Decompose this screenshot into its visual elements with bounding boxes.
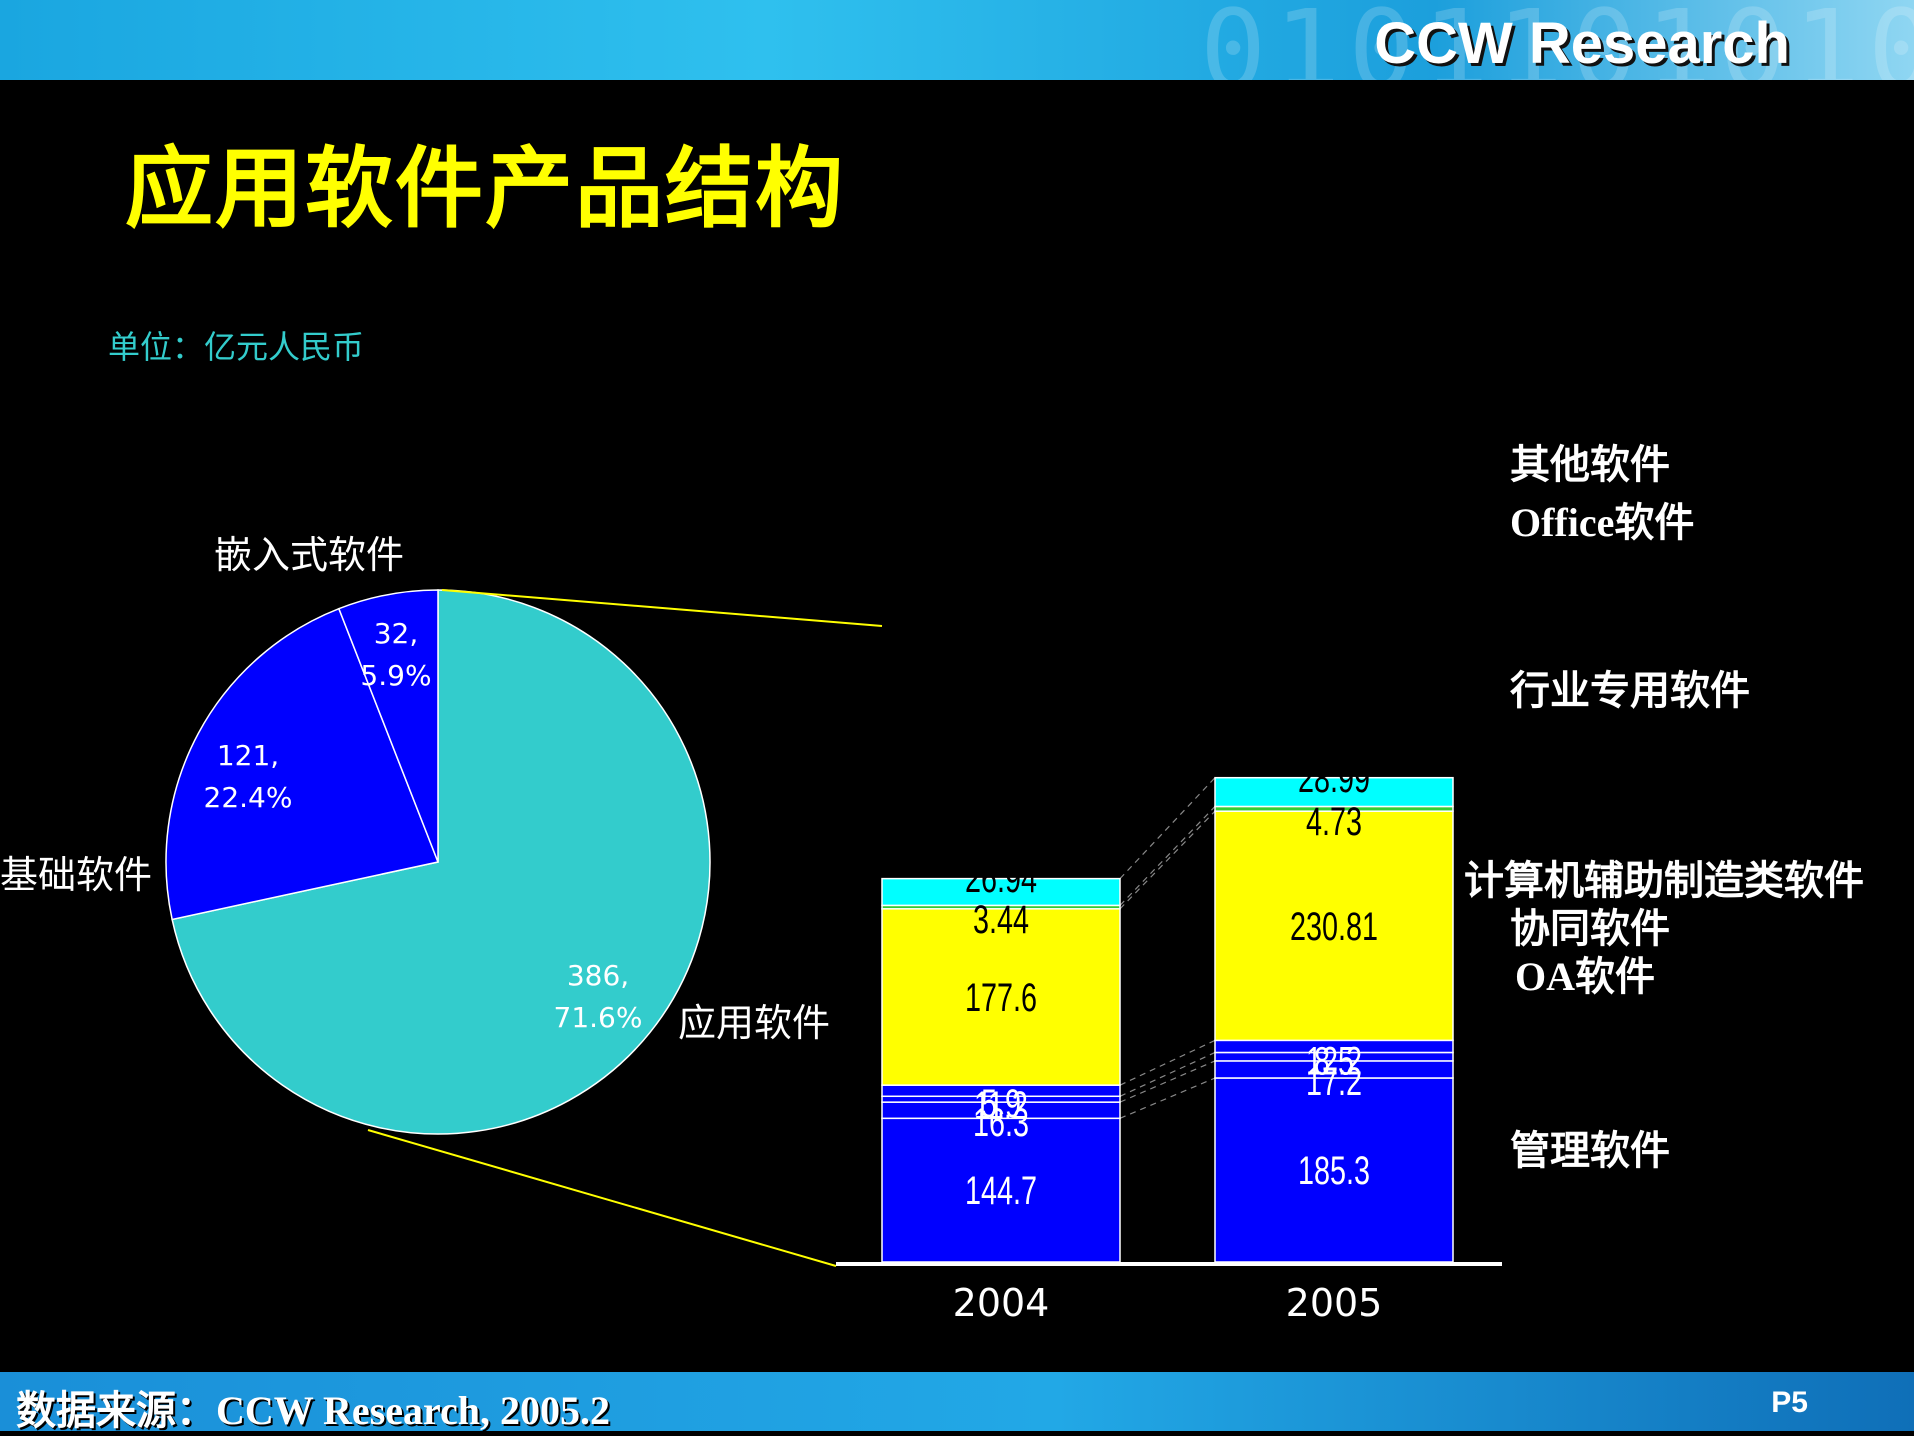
bar-value-label: 17.2 — [1306, 1059, 1362, 1104]
legend-label: OA软件 — [1515, 954, 1655, 999]
pie-category-label: 嵌入式软件 — [214, 533, 404, 577]
legend-label: 行业专用软件 — [1510, 668, 1750, 714]
bar-value-label: 4.73 — [1306, 799, 1362, 844]
x-tick-label: 2005 — [1286, 1281, 1383, 1325]
bar-value-label: 144.7 — [965, 1169, 1037, 1214]
pie-percent-label: 71.6% — [554, 1001, 643, 1034]
pie-slice-embedded — [337, 589, 439, 863]
series-connector — [1119, 1051, 1216, 1097]
pie-value-label: 386, — [567, 959, 629, 992]
pie-percent-label: 22.4% — [204, 781, 293, 814]
pie-value-label: 32, — [374, 617, 419, 650]
footer-bar: 数据来源：CCW Research, 2005.2 P5 — [0, 1372, 1914, 1433]
brand-logo-text: CCW Research — [1374, 11, 1790, 76]
series-connector — [1119, 806, 1216, 906]
series-connector — [1119, 1077, 1216, 1119]
pie-connector-bottom — [367, 1129, 837, 1267]
pie-category-label: 基础软件 — [0, 853, 152, 897]
pie-percent-label: 5.9% — [360, 659, 431, 692]
legend-label: Office软件 — [1510, 500, 1694, 545]
series-connector — [1119, 810, 1216, 910]
legend-label: 其他软件 — [1510, 442, 1670, 488]
binary-decoration: 0101101010 — [1200, 0, 1914, 80]
bar-value-label: 16.3 — [973, 1101, 1029, 1146]
series-connector — [1119, 1060, 1216, 1103]
bar-segment — [1214, 810, 1454, 1042]
chart-canvas: 386, 71.6% 应用软件 121, 22.4% 基础软件 32, 5.9% 嵌入式软件 1… — [0, 442, 1864, 1325]
bar-value-label: 26.94 — [965, 856, 1037, 901]
page-number: P5 — [1771, 1386, 1808, 1419]
unit-note: 单位：亿元人民币 — [108, 328, 365, 366]
bar-value-label: 11.2 — [974, 1084, 1028, 1129]
series-connector — [1119, 1039, 1216, 1086]
pie-slice-application — [171, 589, 711, 1135]
pie-chart: 386, 71.6% 应用软件 121, 22.4% 基础软件 32, 5.9% 嵌入式软件 — [0, 533, 830, 1135]
bar-value-label: 8.5 — [1314, 1039, 1354, 1084]
pie-category-label: 应用软件 — [678, 1001, 830, 1045]
page-title: 应用软件产品结构 — [125, 137, 846, 240]
legend-label: 管理软件 — [1510, 1128, 1670, 1174]
bar-value-label: 185.3 — [1298, 1148, 1370, 1193]
bar-value-label: 3.44 — [973, 898, 1029, 943]
bar-segment — [881, 1117, 1121, 1263]
bar-segment — [881, 877, 1121, 907]
bar-value-label: 28.99 — [1298, 756, 1370, 801]
bar-segment — [1214, 1077, 1454, 1263]
bar-value-label: 12.2 — [1306, 1039, 1362, 1084]
pie-bar-connectors — [367, 589, 1216, 1267]
legend-label: 计算机辅助制造类软件 — [1464, 858, 1864, 904]
bar-value-label: 5.9 — [981, 1082, 1021, 1127]
pie-slice-base — [165, 607, 440, 921]
pie-connector-top — [441, 589, 883, 627]
x-tick-label: 2004 — [953, 1281, 1050, 1325]
pie-value-label: 121, — [217, 739, 279, 772]
legend-label: 协同软件 — [1510, 906, 1670, 952]
bar-segment — [1214, 776, 1454, 808]
bar-segment — [881, 908, 1121, 1086]
series-connector — [1119, 777, 1216, 880]
header-bar: 0101101010 CCW Research — [0, 0, 1914, 80]
source-note: 数据来源：CCW Research, 2005.2 — [16, 1388, 611, 1433]
bar-value-label: 230.81 — [1290, 904, 1378, 949]
bar-value-label: 177.6 — [965, 975, 1037, 1020]
